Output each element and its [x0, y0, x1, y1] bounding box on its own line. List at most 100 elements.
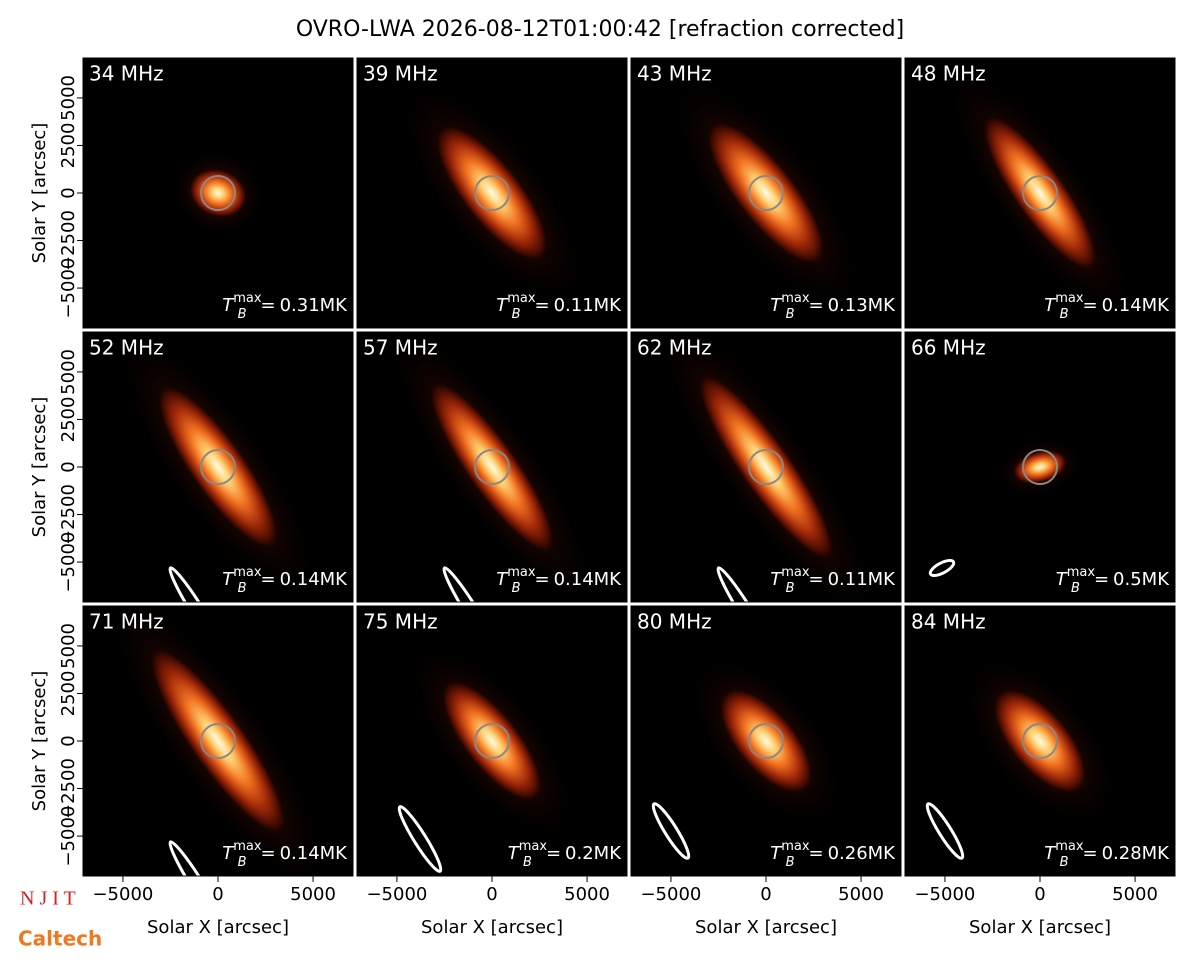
image — [944, 65, 1136, 321]
tb-sup: max — [519, 839, 548, 854]
tb-sup: max — [781, 291, 810, 306]
tb-symbol: T — [1044, 295, 1057, 316]
panel-frame — [630, 331, 902, 603]
tb-value: 0.11MK — [828, 569, 897, 590]
tb-max-label: Tmax B = 0.2MK — [508, 839, 623, 870]
tb-sub: B — [1071, 581, 1080, 596]
tb-sub: B — [238, 581, 247, 596]
tb-sup: max — [1067, 565, 1096, 580]
x-tick-label: 5000 — [1112, 884, 1158, 905]
tb-value: 0.14MK — [1102, 295, 1171, 316]
tb-value: 0.13MK — [828, 295, 897, 316]
tb-sub: B — [238, 855, 247, 870]
tb-symbol: T — [496, 569, 509, 590]
solar-disk — [1022, 175, 1058, 211]
tb-sup: max — [1055, 839, 1084, 854]
solar-disk — [200, 449, 236, 485]
y-axis-label: Solar Y [arcsec] — [29, 123, 50, 264]
x-tick-label: 5000 — [290, 884, 336, 905]
tb-value: 0.14MK — [280, 569, 349, 590]
tb-sup: max — [781, 565, 810, 580]
x-tick-label: −5000 — [92, 884, 153, 905]
frequency-label: 48 MHz — [911, 62, 986, 86]
image — [653, 332, 879, 602]
tb-sup: max — [233, 291, 262, 306]
tb-symbol: T — [496, 295, 509, 316]
emission — [188, 168, 248, 218]
x-tick-label: 0 — [760, 884, 771, 905]
tb-sub: B — [523, 855, 532, 870]
y-tick-label: 0 — [58, 735, 79, 746]
chart-title: OVRO-LWA 2026-08-12T01:00:42 [refraction… — [296, 17, 904, 42]
frequency-label: 62 MHz — [637, 336, 712, 360]
tb-sup: max — [233, 839, 262, 854]
tb-sub: B — [786, 855, 795, 870]
y-tick-label: 2500 — [58, 397, 79, 443]
tb-max-label: Tmax B = 0.14MK — [1044, 291, 1170, 322]
frequency-label: 39 MHz — [363, 62, 438, 86]
panel: 84 MHz Tmax B = 0.28MK — [904, 605, 1176, 877]
emission — [156, 383, 280, 551]
x-tick-label: 0 — [212, 884, 223, 905]
emission — [705, 119, 827, 267]
tb-equals: = — [546, 843, 561, 864]
solar-disk — [1022, 449, 1058, 485]
tb-max-label: Tmax B = 0.14MK — [222, 839, 348, 870]
beam — [168, 566, 228, 602]
tb-max-label: Tmax B = 0.14MK — [496, 565, 622, 596]
tb-value: 0.2MK — [565, 843, 622, 864]
beam — [397, 805, 443, 873]
tb-value: 0.26MK — [828, 843, 897, 864]
tb-value: 0.14MK — [280, 843, 349, 864]
tb-max-label: Tmax B = 0.5MK — [1056, 565, 1171, 596]
panel: 57 MHz Tmax B = 0.14MK — [356, 331, 628, 603]
tb-equals: = — [1082, 295, 1097, 316]
y-axis-label: Solar Y [arcsec] — [29, 397, 50, 538]
x-tick-label: −5000 — [366, 884, 427, 905]
x-tick-label: −5000 — [914, 884, 975, 905]
tb-equals: = — [534, 569, 549, 590]
beam — [651, 802, 691, 860]
tb-equals: = — [808, 295, 823, 316]
image — [398, 80, 586, 306]
tb-sup: max — [507, 565, 536, 580]
image — [651, 654, 845, 860]
beam — [716, 566, 776, 602]
image — [928, 436, 1084, 578]
image — [104, 606, 332, 876]
beam — [168, 840, 228, 876]
solar-disk — [748, 449, 784, 485]
image — [925, 654, 1119, 860]
y-tick-label: 5000 — [58, 349, 79, 395]
beam — [928, 558, 956, 578]
tb-symbol: T — [1056, 569, 1069, 590]
frequency-label: 66 MHz — [911, 336, 986, 360]
emission — [992, 687, 1088, 795]
frequency-label: 71 MHz — [89, 610, 164, 634]
tb-equals: = — [260, 843, 275, 864]
y-tick-label: −5000 — [58, 532, 79, 593]
tb-value: 0.11MK — [554, 295, 623, 316]
emission — [981, 113, 1099, 273]
tb-equals: = — [260, 569, 275, 590]
emission — [696, 371, 836, 563]
y-tick-label: −2500 — [58, 484, 79, 545]
tb-symbol: T — [770, 569, 783, 590]
y-tick-label: −5000 — [58, 806, 79, 867]
tb-equals: = — [260, 295, 275, 316]
panel: 80 MHz Tmax B = 0.26MK — [630, 605, 902, 877]
panel-frame — [356, 57, 628, 329]
image — [388, 332, 596, 602]
tb-value: 0.5MK — [1113, 569, 1170, 590]
y-tick-label: 5000 — [58, 623, 79, 669]
panel: 34 MHz Tmax B = 0.31MK — [82, 57, 354, 329]
y-tick-label: −2500 — [58, 210, 79, 271]
panel: 43 MHz Tmax B = 0.13MK — [630, 57, 902, 329]
tb-max-label: Tmax B = 0.13MK — [770, 291, 896, 322]
panel: 71 MHz Tmax B = 0.14MK — [82, 605, 354, 877]
x-axis-label: Solar X [arcsec] — [421, 917, 563, 938]
y-tick-label: −5000 — [58, 258, 79, 319]
frequency-label: 84 MHz — [911, 610, 986, 634]
tb-symbol: T — [1044, 843, 1057, 864]
